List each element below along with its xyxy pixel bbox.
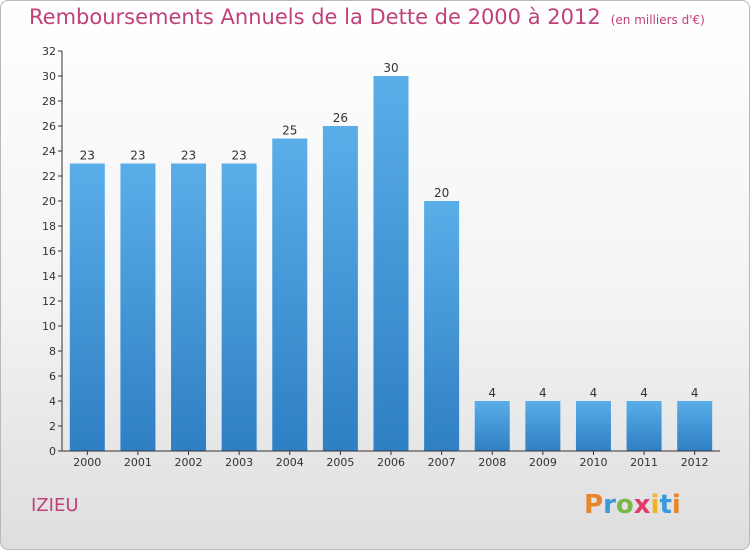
bar-2011	[626, 401, 662, 451]
data-label: 4	[691, 386, 699, 400]
y-tick-label: 6	[49, 370, 56, 383]
logo-letter: i	[650, 490, 660, 520]
bar-2008	[474, 401, 510, 451]
chart-subtitle: (en milliers d'€)	[610, 13, 705, 27]
bar-2009	[525, 401, 561, 451]
logo-letter: x	[633, 490, 651, 520]
data-label: 25	[282, 124, 297, 138]
x-tick-label: 2010	[579, 456, 607, 469]
y-tick-label: 8	[49, 345, 56, 358]
chart-title: Remboursements Annuels de la Dette de 20…	[29, 5, 705, 29]
data-label: 23	[232, 149, 247, 163]
y-tick-label: 10	[42, 320, 56, 333]
bar-2007	[424, 201, 460, 451]
y-tick-label: 2	[49, 420, 56, 433]
y-tick-label: 4	[49, 395, 56, 408]
x-tick-label: 2011	[630, 456, 658, 469]
y-tick-label: 26	[42, 120, 56, 133]
y-tick-label: 0	[49, 445, 56, 458]
bar-2002	[171, 163, 207, 451]
bars-group: 23 23 23 23 25 26 30 20 4 4 4 4 4	[69, 61, 713, 451]
x-axis: 2000 2001 2002 2003 2004 2005 2006 2007 2008 2009…	[62, 450, 720, 469]
bar-2000	[69, 163, 105, 451]
x-tick-label: 2002	[175, 456, 203, 469]
data-label: 20	[434, 186, 449, 200]
data-label: 4	[539, 386, 547, 400]
y-tick-label: 22	[42, 170, 56, 183]
x-tick-label: 2007	[428, 456, 456, 469]
y-tick-label: 16	[42, 245, 56, 258]
x-tick-label: 2008	[478, 456, 506, 469]
y-tick-label: 28	[42, 95, 56, 108]
y-tick-label: 14	[42, 270, 56, 283]
data-label: 4	[488, 386, 496, 400]
x-tick-label: 2005	[326, 456, 354, 469]
x-tick-label: 2006	[377, 456, 405, 469]
data-label: 26	[333, 111, 348, 125]
data-label: 23	[130, 149, 145, 163]
data-label: 23	[181, 149, 196, 163]
bar-2004	[272, 138, 308, 451]
y-tick-label: 12	[42, 295, 56, 308]
bar-2001	[120, 163, 156, 451]
data-label: 4	[590, 386, 598, 400]
y-tick-label: 32	[42, 45, 56, 58]
y-tick-label: 30	[42, 70, 56, 83]
commune-name: IZIEU	[31, 495, 79, 516]
data-label: 30	[383, 61, 398, 75]
x-tick-label: 2000	[73, 456, 101, 469]
y-tick-label: 18	[42, 220, 56, 233]
bar-2005	[322, 126, 358, 451]
data-label: 23	[80, 149, 95, 163]
y-tick-label: 20	[42, 195, 56, 208]
logo-letter: o	[615, 490, 634, 520]
logo-letter: t	[659, 490, 672, 520]
bar-2006	[373, 76, 409, 451]
title-text: Remboursements Annuels de la Dette de 20…	[29, 5, 601, 29]
proxiti-logo[interactable]: Proxiti	[584, 490, 681, 520]
x-tick-label: 2003	[225, 456, 253, 469]
x-tick-label: 2004	[276, 456, 304, 469]
x-tick-label: 2001	[124, 456, 152, 469]
data-label: 4	[640, 386, 648, 400]
logo-letter: P	[584, 490, 604, 520]
bar-2010	[575, 401, 611, 451]
bar-2003	[221, 163, 257, 451]
logo-letter: r	[603, 490, 616, 520]
y-tick-label: 24	[42, 145, 56, 158]
x-tick-label: 2012	[681, 456, 709, 469]
logo-letter: i	[671, 490, 681, 520]
x-tick-label: 2009	[529, 456, 557, 469]
bar-2012	[677, 401, 713, 451]
